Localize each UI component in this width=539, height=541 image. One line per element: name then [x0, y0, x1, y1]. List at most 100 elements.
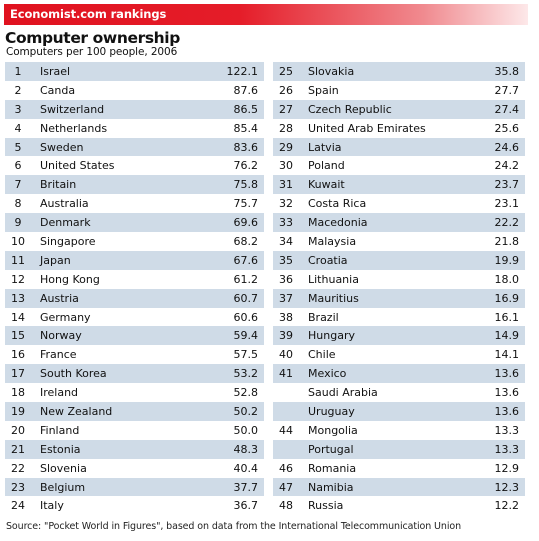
value-cell: 24.6	[494, 140, 520, 154]
table-row: 23 Belgium 37.7	[5, 477, 264, 497]
country-cell: Chile	[308, 348, 336, 362]
country-cell: Norway	[40, 329, 82, 343]
table-row: 24 Italy 36.7	[5, 496, 264, 516]
brand-label: Economist.com rankings	[10, 7, 167, 21]
value-cell: 40.4	[233, 461, 259, 475]
value-cell: 59.4	[233, 329, 259, 343]
value-cell: 16.1	[494, 310, 520, 324]
value-cell: 14.1	[494, 348, 520, 362]
rank-cell: 31	[279, 178, 293, 192]
value-cell: 68.2	[233, 235, 259, 249]
country-cell: Saudi Arabia	[308, 386, 378, 400]
rank-cell: 22	[11, 461, 25, 475]
rank-cell: 46	[279, 461, 293, 475]
rank-cell: 18	[11, 386, 25, 400]
table-row: 48 Russia 12.2	[273, 496, 525, 516]
value-cell: 14.9	[494, 329, 520, 343]
table-row: 39 Hungary 14.9	[273, 326, 525, 346]
table-row: 13 Austria 60.7	[5, 288, 264, 308]
value-cell: 27.4	[494, 102, 520, 116]
rank-cell: 8	[14, 197, 22, 211]
value-cell: 16.9	[494, 291, 520, 305]
value-cell: 22.2	[494, 216, 520, 230]
table-row: 7 Britain 75.8	[5, 175, 264, 195]
table-row: 41 Mexico 13.6	[273, 364, 525, 384]
rank-cell: 11	[11, 253, 25, 267]
country-cell: Italy	[40, 499, 64, 513]
table-row: 2 Canda 87.6	[5, 80, 264, 100]
rank-cell: 24	[11, 499, 25, 513]
country-cell: Portugal	[308, 442, 354, 456]
country-cell: Estonia	[40, 442, 81, 456]
table-row: 32 Costa Rica 23.1	[273, 194, 525, 214]
rank-cell: 17	[11, 367, 25, 381]
country-cell: Hong Kong	[40, 272, 100, 286]
table-row: 1 Israel 122.1	[5, 62, 264, 81]
rank-cell: 48	[279, 499, 293, 513]
country-cell: Hungary	[308, 329, 355, 343]
rank-cell: 16	[11, 348, 25, 362]
country-cell: Lithuania	[308, 272, 359, 286]
rank-cell: 15	[11, 329, 25, 343]
rank-cell: 20	[11, 423, 25, 437]
value-cell: 69.6	[233, 216, 259, 230]
rank-cell: 38	[279, 310, 293, 324]
country-cell: France	[40, 348, 77, 362]
table-row: Uruguay 13.6	[273, 402, 525, 421]
rank-cell: 19	[11, 405, 25, 419]
table-row: 20 Finland 50.0	[5, 420, 264, 440]
table-row: 16 France 57.5	[5, 345, 264, 365]
rank-cell: 44	[279, 423, 293, 437]
rank-cell: 40	[279, 348, 293, 362]
country-cell: Russia	[308, 499, 344, 513]
table-row: 46 Romania 12.9	[273, 458, 525, 478]
value-cell: 18.0	[494, 272, 520, 286]
country-cell: Singapore	[40, 235, 96, 249]
rank-cell: 30	[279, 159, 293, 173]
country-cell: Spain	[308, 83, 339, 97]
table-row: 33 Macedonia 22.2	[273, 213, 525, 233]
table-row: 9 Denmark 69.6	[5, 213, 264, 233]
rank-cell: 7	[14, 178, 22, 192]
rank-cell: 5	[14, 140, 22, 154]
table-row: 11 Japan 67.6	[5, 250, 264, 270]
table-row: 14 Germany 60.6	[5, 307, 264, 327]
rank-cell: 28	[279, 121, 293, 135]
table-row: 26 Spain 27.7	[273, 80, 525, 100]
rank-cell: 13	[11, 291, 25, 305]
value-cell: 19.9	[494, 253, 520, 267]
value-cell: 36.7	[233, 499, 259, 513]
value-cell: 23.1	[494, 197, 520, 211]
country-cell: Finland	[40, 423, 80, 437]
chart-title: Computer ownership	[5, 29, 180, 47]
rank-cell: 1	[14, 65, 22, 78]
table-row: 3 Switzerland 86.5	[5, 99, 264, 119]
value-cell: 27.7	[494, 83, 520, 97]
value-cell: 87.6	[233, 83, 259, 97]
rank-cell: 37	[279, 291, 293, 305]
table-row: Portugal 13.3	[273, 439, 525, 459]
value-cell: 86.5	[233, 102, 259, 116]
value-cell: 12.9	[494, 461, 520, 475]
country-cell: Romania	[308, 461, 357, 475]
table-row: 15 Norway 59.4	[5, 326, 264, 346]
country-cell: Sweden	[40, 140, 84, 154]
table-row: 30 Poland 24.2	[273, 156, 525, 176]
table-row: 6 United States 76.2	[5, 156, 264, 176]
country-cell: United States	[40, 159, 115, 173]
table-row: 44 Mongolia 13.3	[273, 420, 525, 440]
rank-cell: 25	[279, 65, 293, 78]
country-cell: Switzerland	[40, 102, 105, 116]
country-cell: Mauritius	[308, 291, 359, 305]
table-row: 31 Kuwait 23.7	[273, 175, 525, 195]
country-cell: Poland	[308, 159, 345, 173]
rank-cell: 23	[11, 480, 25, 494]
country-cell: Uruguay	[308, 405, 355, 419]
country-cell: New Zealand	[40, 405, 113, 419]
country-cell: South Korea	[40, 367, 107, 381]
value-cell: 12.3	[494, 480, 520, 494]
country-cell: Czech Republic	[308, 102, 392, 116]
rank-cell: 4	[14, 121, 22, 135]
table-row: 38 Brazil 16.1	[273, 307, 525, 327]
country-cell: United Arab Emirates	[308, 121, 426, 135]
